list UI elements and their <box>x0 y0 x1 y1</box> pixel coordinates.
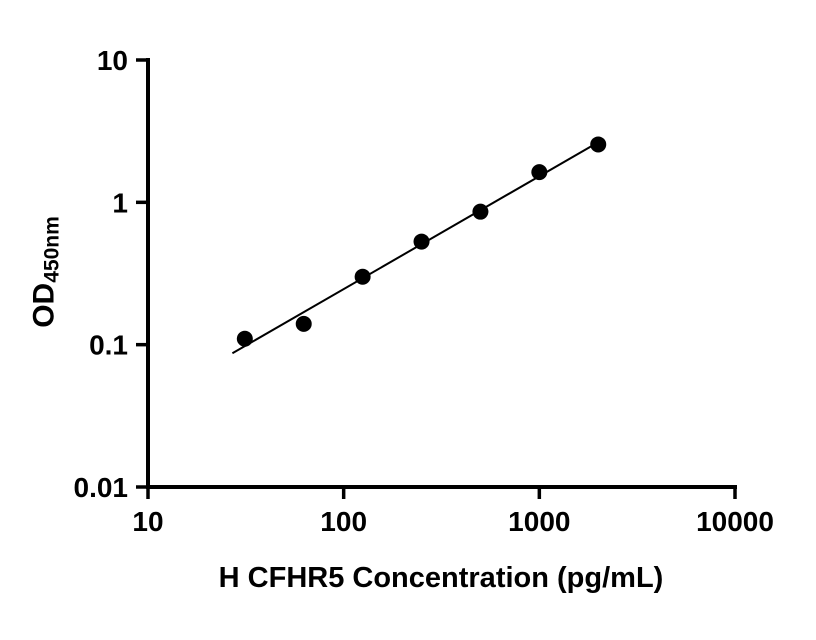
x-axis-title: H CFHR5 Concentration (pg/mL) <box>218 562 664 594</box>
x-tick-label: 1000 <box>508 506 570 537</box>
x-tick-label: 100 <box>320 506 367 537</box>
x-tick-label: 10 <box>132 506 163 537</box>
data-point <box>590 136 607 153</box>
y-axis-title: OD450nm <box>28 216 65 328</box>
y-tick-label: 1 <box>112 187 128 218</box>
y-tick-label: 0.1 <box>89 330 128 361</box>
data-point <box>236 330 253 347</box>
y-axis-title-main: OD <box>27 282 61 328</box>
data-point <box>472 203 489 220</box>
data-point <box>295 315 312 332</box>
data-point <box>531 164 548 181</box>
y-tick-label: 0.01 <box>74 472 129 503</box>
data-point <box>413 233 430 250</box>
y-axis-title-subscript: 450nm <box>40 216 64 283</box>
data-point <box>354 268 371 285</box>
y-tick-label: 10 <box>97 45 128 76</box>
x-tick-label: 10000 <box>696 506 774 537</box>
